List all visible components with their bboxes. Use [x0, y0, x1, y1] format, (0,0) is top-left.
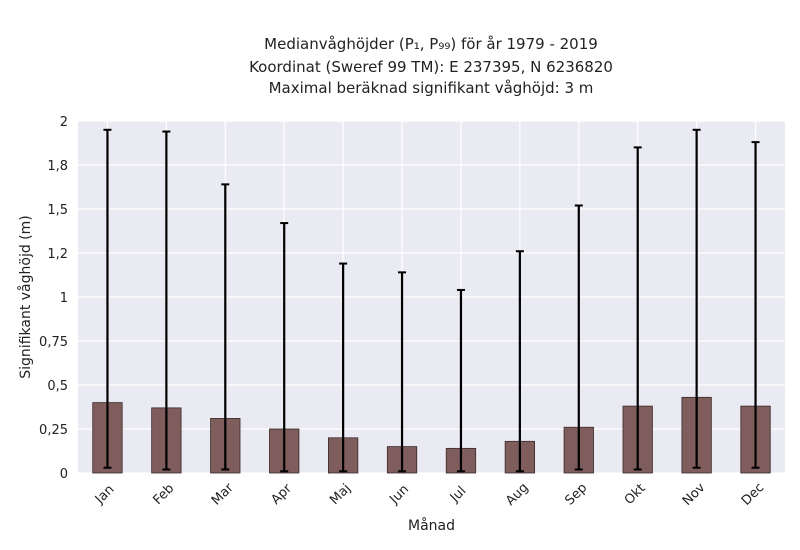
x-axis-label: Månad — [408, 517, 455, 534]
y-tick-label: 2 — [60, 115, 68, 130]
x-tick-label: Jun — [386, 482, 412, 508]
y-tick-label: 0,75 — [39, 335, 68, 350]
y-tick-label: 1 — [60, 291, 68, 306]
x-tick-label: Mar — [209, 480, 237, 508]
x-tick-label: Nov — [680, 480, 709, 509]
y-tick-label: 1,5 — [47, 203, 68, 218]
y-tick-label: 0 — [60, 467, 68, 482]
x-tick-label: Aug — [503, 480, 532, 509]
y-tick-label: 0,5 — [47, 379, 68, 394]
y-axis-label: Signifikant våghöjd (m) — [17, 215, 34, 378]
x-tick-label: Apr — [268, 481, 295, 508]
x-tick-label: Okt — [622, 481, 649, 508]
chart-title-line-2: Koordinat (Sweref 99 TM): E 237395, N 62… — [249, 58, 613, 76]
x-tick-label: Dec — [739, 480, 767, 508]
x-tick-label: Jul — [447, 484, 469, 506]
x-axis-ticks: Jan Feb Mar Apr Maj Jun Jul Aug Sep Okt Nov Dec — [92, 480, 767, 509]
x-tick-label: Maj — [327, 481, 354, 508]
y-tick-label: 1,2 — [47, 247, 68, 262]
y-tick-label: 1,8 — [47, 159, 68, 174]
chart-title-line-1: Medianvåghöjder (P₁, P₉₉) för år 1979 - … — [264, 35, 598, 53]
error-bars — [103, 128, 760, 473]
chart-title-line-3: Maximal beräknad signifikant våghöjd: 3 … — [268, 79, 594, 97]
x-tick-label: Jan — [92, 482, 117, 507]
x-tick-label: Feb — [150, 481, 177, 508]
y-tick-label: 0,25 — [39, 423, 68, 438]
y-axis-ticks: 0 0,25 0,5 0,75 1 1,2 1,5 1,8 2 — [39, 115, 68, 482]
x-tick-label: Sep — [562, 481, 590, 509]
